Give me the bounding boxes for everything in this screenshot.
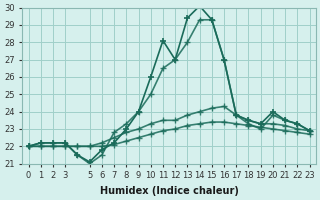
X-axis label: Humidex (Indice chaleur): Humidex (Indice chaleur) xyxy=(100,186,238,196)
